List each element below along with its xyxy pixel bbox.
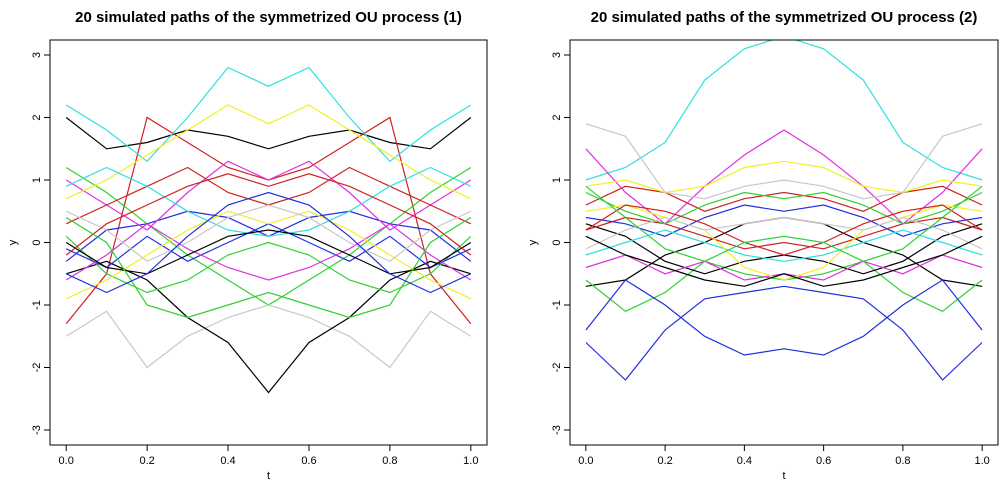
y-tick-label: 3 — [551, 52, 563, 58]
series-line — [65, 229, 472, 275]
y-tick-label: -2 — [31, 363, 43, 373]
series-line — [585, 285, 983, 381]
series-line — [585, 279, 983, 356]
series-line — [585, 160, 983, 194]
x-tick-label: 0.8 — [382, 455, 397, 467]
series-line — [65, 191, 472, 294]
series-line — [585, 129, 983, 225]
chart-title: 20 simulated paths of the symmetrized OU… — [591, 9, 978, 26]
series-line — [585, 204, 983, 256]
series-line — [65, 235, 472, 294]
y-tick-label: 3 — [31, 52, 43, 58]
y-tick-label: 2 — [31, 114, 43, 120]
chart-title: 20 simulated paths of the symmetrized OU… — [75, 9, 462, 26]
series-line — [585, 235, 983, 287]
x-tick-label: 0.0 — [59, 455, 74, 467]
series-line — [65, 117, 472, 150]
series-line — [65, 66, 472, 163]
series-line — [585, 185, 983, 212]
y-tick-label: 0 — [551, 239, 563, 245]
x-tick-label: 0.2 — [657, 455, 672, 467]
x-tick-label: 0.6 — [816, 455, 831, 467]
y-axis-label: y — [527, 239, 539, 245]
series-line — [585, 40, 983, 181]
x-tick-label: 0.2 — [139, 455, 154, 467]
series-line — [585, 191, 983, 225]
series-line — [585, 185, 983, 262]
x-tick-label: 0.6 — [301, 455, 316, 467]
series-line — [65, 210, 472, 300]
series-line — [65, 223, 472, 281]
y-tick-label: -1 — [551, 300, 563, 310]
x-tick-label: 0.4 — [220, 455, 235, 467]
y-tick-label: 1 — [551, 177, 563, 183]
panel: 20 simulated paths of the symmetrized OU… — [527, 9, 999, 482]
series-line — [585, 223, 983, 275]
y-tick-label: 2 — [551, 114, 563, 120]
y-axis-label: y — [7, 239, 19, 245]
series-line — [65, 104, 472, 200]
x-tick-label: 0.0 — [578, 455, 593, 467]
y-tick-label: 1 — [31, 177, 43, 183]
y-tick-label: -3 — [31, 425, 43, 435]
series-line — [65, 160, 472, 231]
y-tick-label: -2 — [551, 363, 563, 373]
series-line — [585, 204, 983, 237]
x-tick-label: 0.8 — [895, 455, 910, 467]
series-line — [585, 204, 983, 281]
series-line — [65, 166, 472, 237]
series-line — [65, 204, 472, 262]
y-tick-label: 0 — [31, 239, 43, 245]
x-tick-label: 1.0 — [463, 455, 478, 467]
x-tick-label: 0.4 — [737, 455, 752, 467]
series-group — [585, 40, 983, 381]
series-line — [585, 216, 983, 250]
series-line — [65, 166, 472, 225]
series-line — [66, 260, 471, 394]
series-line — [585, 123, 983, 200]
series-group — [65, 66, 472, 394]
series-line — [585, 216, 983, 287]
y-tick-label: -1 — [31, 300, 43, 310]
x-axis-label: t — [267, 470, 270, 482]
series-line — [585, 229, 983, 262]
x-axis-label: t — [782, 470, 785, 482]
series-line — [65, 304, 472, 369]
x-tick-label: 1.0 — [974, 455, 989, 467]
series-line — [65, 173, 472, 256]
series-line — [65, 216, 472, 319]
y-tick-label: -3 — [551, 425, 563, 435]
panel: 20 simulated paths of the symmetrized OU… — [7, 9, 488, 482]
